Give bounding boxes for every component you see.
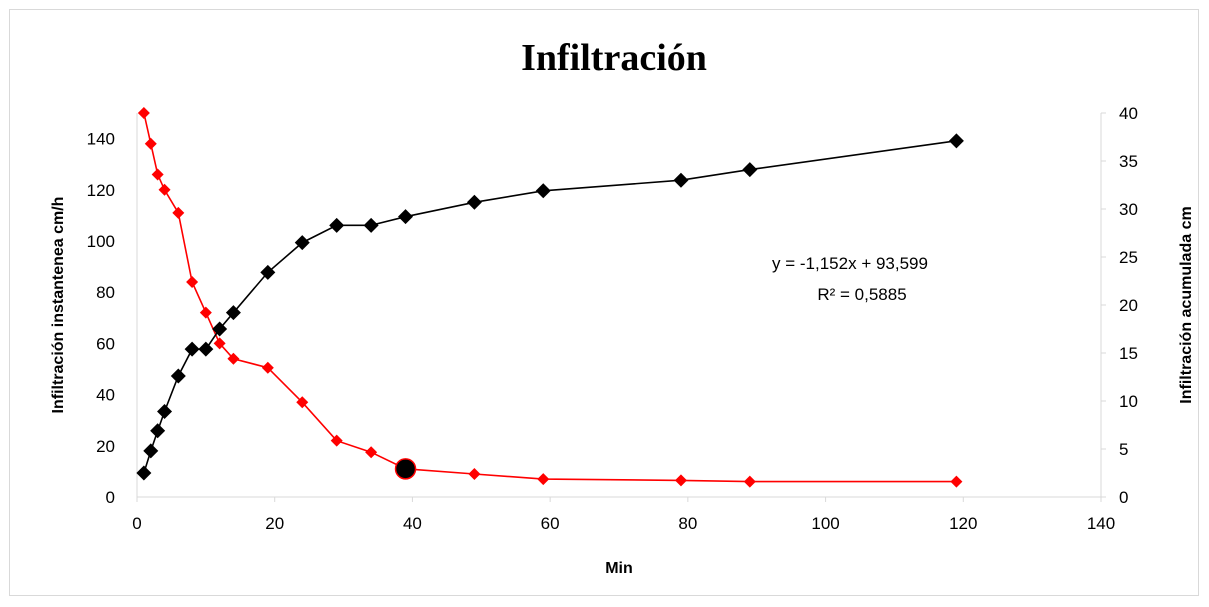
- x-tick-label: 120: [949, 514, 977, 533]
- x-tick-label: 140: [1087, 514, 1115, 533]
- cumulative-data-point: [329, 217, 345, 233]
- trendline-r-squared: R² = 0,5885: [817, 285, 906, 304]
- x-axis-ticks: 0 20 40 60 80 100 120 140: [132, 497, 1115, 533]
- cumulative-data-point: [157, 404, 173, 420]
- y2-tick-label: 10: [1119, 392, 1138, 411]
- x-tick-label: 100: [811, 514, 839, 533]
- cumulative-data-point: [150, 423, 166, 439]
- instantaneous-data-point: [365, 446, 378, 459]
- instantaneous-data-point: [227, 352, 240, 365]
- instantaneous-data-point: [213, 337, 226, 350]
- y-tick-label: 60: [96, 334, 115, 353]
- y2-tick-label: 35: [1119, 152, 1138, 171]
- y-tick-label: 100: [87, 232, 115, 251]
- cumulative-data-point: [136, 465, 152, 481]
- x-tick-label: 80: [678, 514, 697, 533]
- cumulative-data-point: [948, 133, 964, 149]
- cumulative-data-point: [535, 183, 551, 199]
- instantaneous-data-point: [674, 474, 687, 487]
- instantaneous-data-point: [199, 306, 212, 319]
- series-layer: [136, 107, 964, 488]
- instantaneous-data-point: [144, 137, 157, 150]
- cumulative-data-point: [742, 162, 758, 178]
- chart-title: Infiltración: [521, 37, 707, 79]
- y-tick-label: 40: [96, 386, 115, 405]
- left-y-axis-title: Infiltración instantenea cm/h: [50, 197, 67, 414]
- cumulative-data-point: [363, 217, 379, 233]
- y2-tick-label: 5: [1119, 440, 1128, 459]
- y2-tick-label: 30: [1119, 200, 1138, 219]
- cumulative-data-point: [212, 321, 228, 337]
- cumulative-data-point: [466, 194, 482, 210]
- cumulative-data-point: [260, 264, 276, 280]
- x-tick-label: 20: [265, 514, 284, 533]
- y-tick-label: 140: [87, 130, 115, 149]
- chart-frame: [9, 9, 1199, 596]
- left-y-axis-ticks: 0 20 40 60 80 100 120 140: [87, 130, 115, 507]
- y2-tick-label: 0: [1119, 488, 1128, 507]
- instantaneous-data-point: [158, 183, 171, 196]
- y2-tick-label: 25: [1119, 248, 1138, 267]
- cumulative-data-point: [143, 443, 159, 459]
- y-tick-label: 80: [96, 283, 115, 302]
- cumulative-data-point: [294, 235, 310, 251]
- x-tick-label: 40: [403, 514, 422, 533]
- highlighted-data-point: [394, 458, 417, 480]
- x-axis-title: Min: [605, 560, 633, 577]
- cumulative-data-point: [198, 341, 214, 357]
- instantaneous-data-point: [330, 434, 343, 447]
- instantaneous-data-point: [137, 107, 150, 119]
- instantaneous-data-point: [186, 275, 199, 288]
- trendline-equation: y = -1,152x + 93,599: [772, 254, 928, 273]
- x-tick-label: 0: [132, 514, 141, 533]
- cumulative-data-point: [673, 172, 689, 188]
- instantaneous-data-point: [743, 475, 756, 488]
- cumulative-data-point: [170, 368, 186, 384]
- cumulative-data-point: [184, 341, 200, 357]
- right-y-axis-ticks: 0 5 10 15 20 25 30 35 40: [1101, 104, 1138, 507]
- instantaneous-data-point: [151, 168, 164, 181]
- instantaneous-data-point: [468, 467, 481, 480]
- x-tick-label: 60: [541, 514, 560, 533]
- instantaneous-data-point: [172, 206, 185, 219]
- right-y-axis-title: Infiltración acumulada cm: [1178, 206, 1195, 403]
- instantaneous-data-point: [261, 361, 274, 374]
- y2-tick-label: 15: [1119, 344, 1138, 363]
- y2-tick-label: 40: [1119, 104, 1138, 123]
- y-tick-label: 20: [96, 437, 115, 456]
- cumulative-data-point: [225, 305, 241, 321]
- y2-tick-label: 20: [1119, 296, 1138, 315]
- y-tick-label: 120: [87, 181, 115, 200]
- cumulative-data-point: [398, 209, 414, 225]
- instantaneous-data-point: [537, 473, 550, 486]
- instantaneous-data-point: [950, 475, 963, 488]
- y-tick-label: 0: [106, 488, 115, 507]
- instantaneous-data-point: [296, 396, 309, 409]
